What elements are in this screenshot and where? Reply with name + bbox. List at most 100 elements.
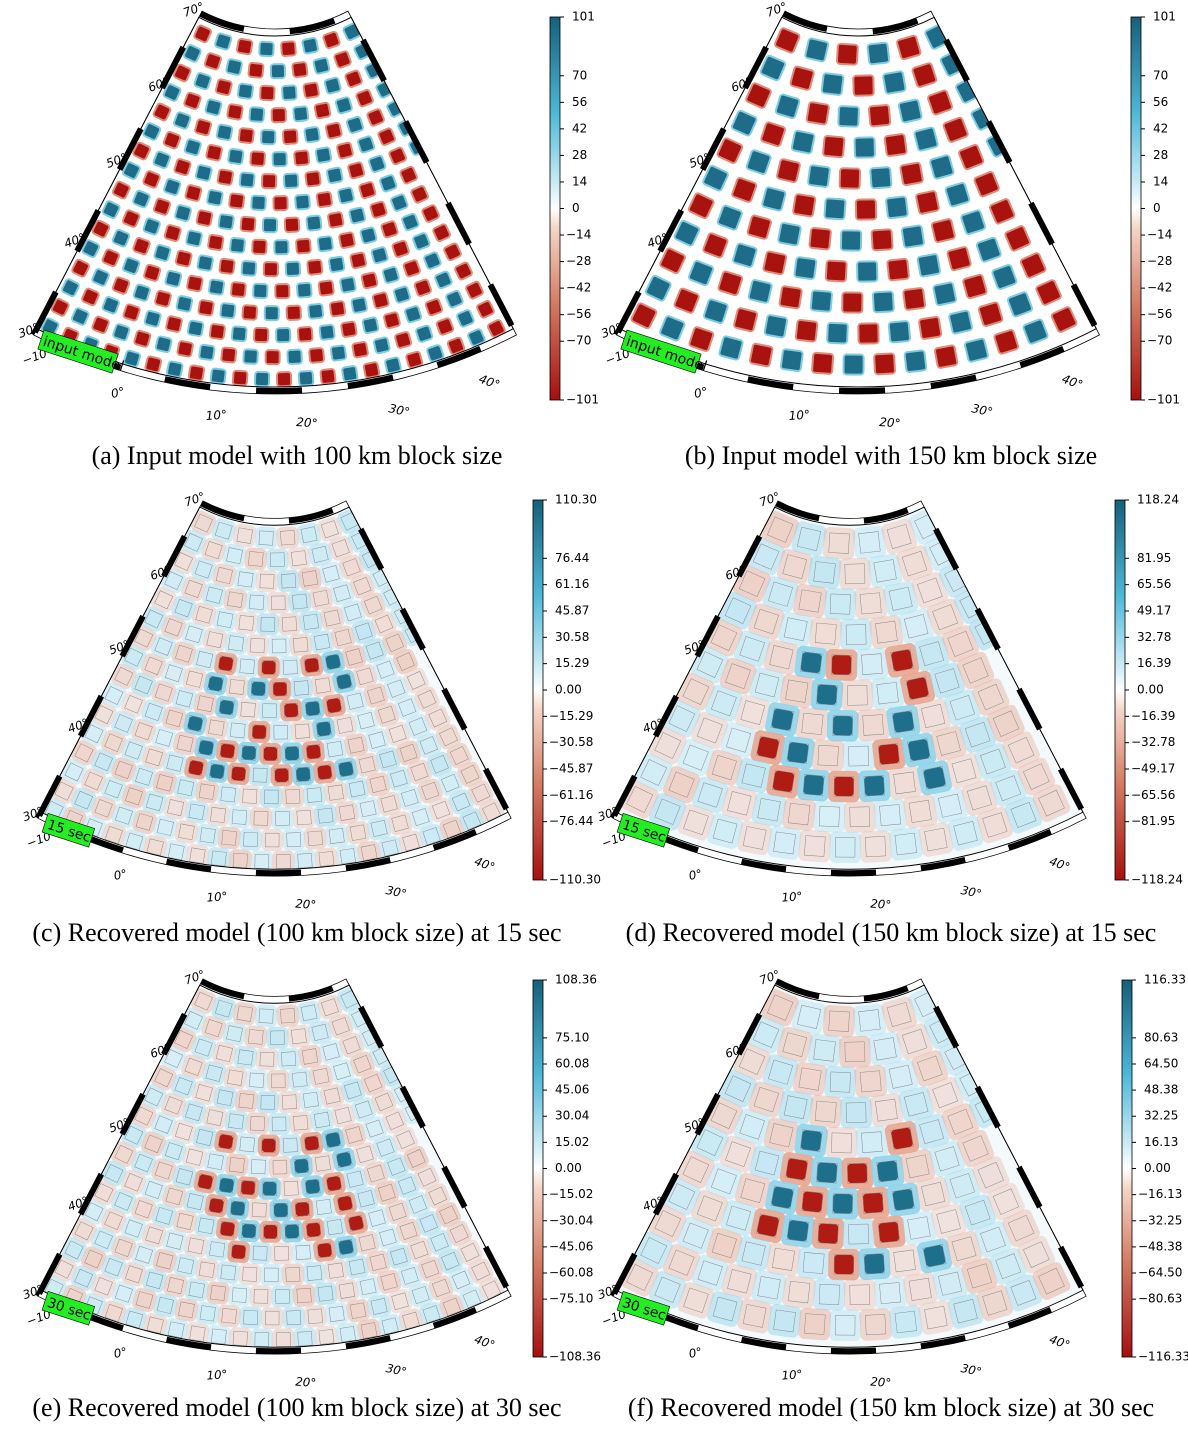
block xyxy=(306,215,321,230)
block xyxy=(155,336,172,353)
block xyxy=(188,365,204,381)
recovered-core xyxy=(802,1191,824,1213)
block xyxy=(163,178,181,196)
recovered-block xyxy=(324,1302,349,1327)
block xyxy=(949,310,973,334)
recovered-core xyxy=(218,1134,234,1150)
block xyxy=(902,225,925,248)
recovered-block xyxy=(736,1297,773,1334)
colorbar-tick-label: −65.56 xyxy=(1131,788,1175,802)
colorbar xyxy=(1122,980,1132,1357)
block xyxy=(219,259,235,275)
recovered-block xyxy=(249,1242,272,1265)
recovered-core xyxy=(306,744,321,759)
colorbar-tick-label: 56 xyxy=(572,95,587,109)
longitude-label: 10° xyxy=(781,889,803,904)
recovered-core xyxy=(275,768,289,782)
recovered-block xyxy=(309,1107,334,1132)
block xyxy=(166,316,183,333)
recovered-block xyxy=(235,654,259,678)
block xyxy=(287,350,302,365)
block xyxy=(210,368,225,383)
block xyxy=(263,218,277,232)
block xyxy=(237,39,253,55)
recovered-core xyxy=(878,743,899,764)
block xyxy=(229,193,245,209)
block xyxy=(210,324,226,340)
recovered-core xyxy=(326,698,342,714)
recovered-block xyxy=(807,1033,842,1068)
caption: (b) Input model with 150 km block size xyxy=(685,441,1097,470)
recovered-block xyxy=(854,1064,888,1098)
block xyxy=(874,353,895,374)
recovered-core xyxy=(771,708,794,731)
recovered-block xyxy=(255,1005,278,1028)
recovered-block xyxy=(345,820,370,845)
recovered-block xyxy=(854,586,888,620)
block xyxy=(931,219,955,243)
recovered-block xyxy=(736,819,773,856)
recovered-block xyxy=(844,801,876,833)
recovered-block xyxy=(287,1024,312,1049)
recovered-block xyxy=(257,613,280,636)
recovered-block xyxy=(247,1155,270,1178)
recovered-core xyxy=(264,747,278,761)
recovered-block xyxy=(250,807,273,830)
colorbar-tick-label: 0 xyxy=(1153,201,1161,215)
colorbar xyxy=(1131,17,1141,400)
longitude-label: 0° xyxy=(693,384,709,401)
recovered-block xyxy=(841,679,873,711)
recovered-core xyxy=(316,721,331,736)
block xyxy=(239,128,254,143)
colorbar-tick-label: 70 xyxy=(1153,68,1168,82)
block xyxy=(214,33,231,50)
recovered-core xyxy=(317,1243,332,1258)
recovered-block xyxy=(288,589,312,613)
block xyxy=(826,260,847,281)
block xyxy=(294,150,309,165)
recovered-core xyxy=(833,1194,853,1214)
recovered-core xyxy=(338,761,354,777)
colorbar-tick-label: −28 xyxy=(1147,254,1172,268)
block xyxy=(232,326,247,341)
recovered-block xyxy=(195,1301,220,1326)
block xyxy=(296,239,311,254)
block xyxy=(348,162,365,179)
recovered-block xyxy=(291,719,315,743)
longitude-label: 40° xyxy=(472,854,496,874)
block xyxy=(778,223,801,246)
block xyxy=(363,362,379,378)
recovered-block xyxy=(238,1263,261,1286)
block xyxy=(134,330,151,347)
recovered-block xyxy=(232,1001,257,1026)
block xyxy=(779,286,802,309)
longitude-label: 20° xyxy=(870,897,892,912)
map-panel: 70°60°50°40°30°−10°0°10°20°30°40°15 sec xyxy=(596,489,1086,912)
colorbar-tick-label: 80.63 xyxy=(1144,1030,1178,1044)
caption: (c) Recovered model (100 km block size) … xyxy=(32,918,561,947)
block xyxy=(320,369,335,384)
block xyxy=(842,292,862,312)
block xyxy=(252,240,267,255)
block xyxy=(314,102,330,118)
recovered-block xyxy=(282,1306,305,1329)
recovered-core xyxy=(304,658,319,673)
recovered-block xyxy=(245,1068,269,1092)
recovered-block xyxy=(782,797,817,832)
recovered-core xyxy=(264,1225,278,1239)
recovered-block xyxy=(267,592,289,614)
block xyxy=(174,158,192,176)
recovered-block xyxy=(324,824,349,849)
recovered-block xyxy=(309,629,334,654)
block xyxy=(186,230,203,247)
block xyxy=(293,106,308,121)
recovered-block xyxy=(223,1065,248,1090)
recovered-core xyxy=(251,682,265,696)
block xyxy=(884,134,907,157)
block xyxy=(329,256,345,272)
colorbar-tick-label: −75.10 xyxy=(549,1292,593,1306)
colorbar-tick-label: −110.30 xyxy=(549,873,601,887)
recovered-block xyxy=(233,567,258,592)
recovered-core xyxy=(274,1203,288,1217)
block xyxy=(793,194,816,217)
